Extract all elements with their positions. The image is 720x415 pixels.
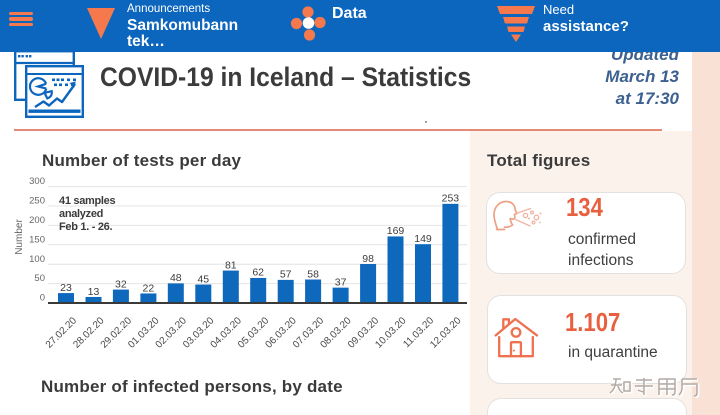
svg-text:Number: Number (14, 219, 25, 255)
svg-text:45: 45 (197, 273, 209, 285)
svg-text:37: 37 (335, 276, 347, 288)
svg-text:22: 22 (143, 282, 155, 294)
svg-text:0: 0 (40, 293, 45, 304)
svg-text:253: 253 (442, 193, 460, 205)
svg-text:23: 23 (60, 282, 72, 294)
svg-text:98: 98 (362, 253, 374, 265)
svg-text:13: 13 (88, 286, 100, 298)
svg-text:58: 58 (307, 268, 319, 280)
svg-text:48: 48 (170, 272, 182, 284)
svg-text:300: 300 (29, 176, 45, 187)
svg-text:57: 57 (280, 269, 292, 281)
svg-text:62: 62 (252, 267, 264, 279)
svg-text:200: 200 (29, 215, 45, 226)
svg-text:32: 32 (115, 278, 127, 290)
svg-text:50: 50 (34, 273, 45, 284)
svg-text:149: 149 (414, 233, 432, 245)
svg-text:100: 100 (29, 254, 45, 265)
svg-text:250: 250 (29, 196, 45, 207)
svg-text:12.03.20: 12.03.20 (428, 315, 464, 351)
svg-text:169: 169 (387, 225, 405, 237)
svg-text:150: 150 (29, 234, 45, 245)
svg-text:81: 81 (225, 259, 237, 271)
